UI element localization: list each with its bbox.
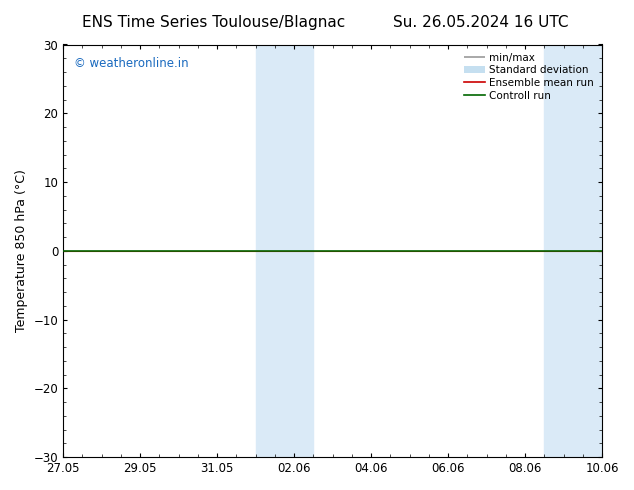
Bar [545, 45, 602, 457]
Text: ENS Time Series Toulouse/Blagnac: ENS Time Series Toulouse/Blagnac [82, 15, 346, 30]
Legend: min/max, Standard deviation, Ensemble mean run, Controll run: min/max, Standard deviation, Ensemble me… [461, 49, 597, 104]
Text: © weatheronline.in: © weatheronline.in [74, 57, 188, 70]
Bar [256, 45, 313, 457]
Y-axis label: Temperature 850 hPa (°C): Temperature 850 hPa (°C) [15, 170, 28, 332]
Text: Su. 26.05.2024 16 UTC: Su. 26.05.2024 16 UTC [393, 15, 569, 30]
